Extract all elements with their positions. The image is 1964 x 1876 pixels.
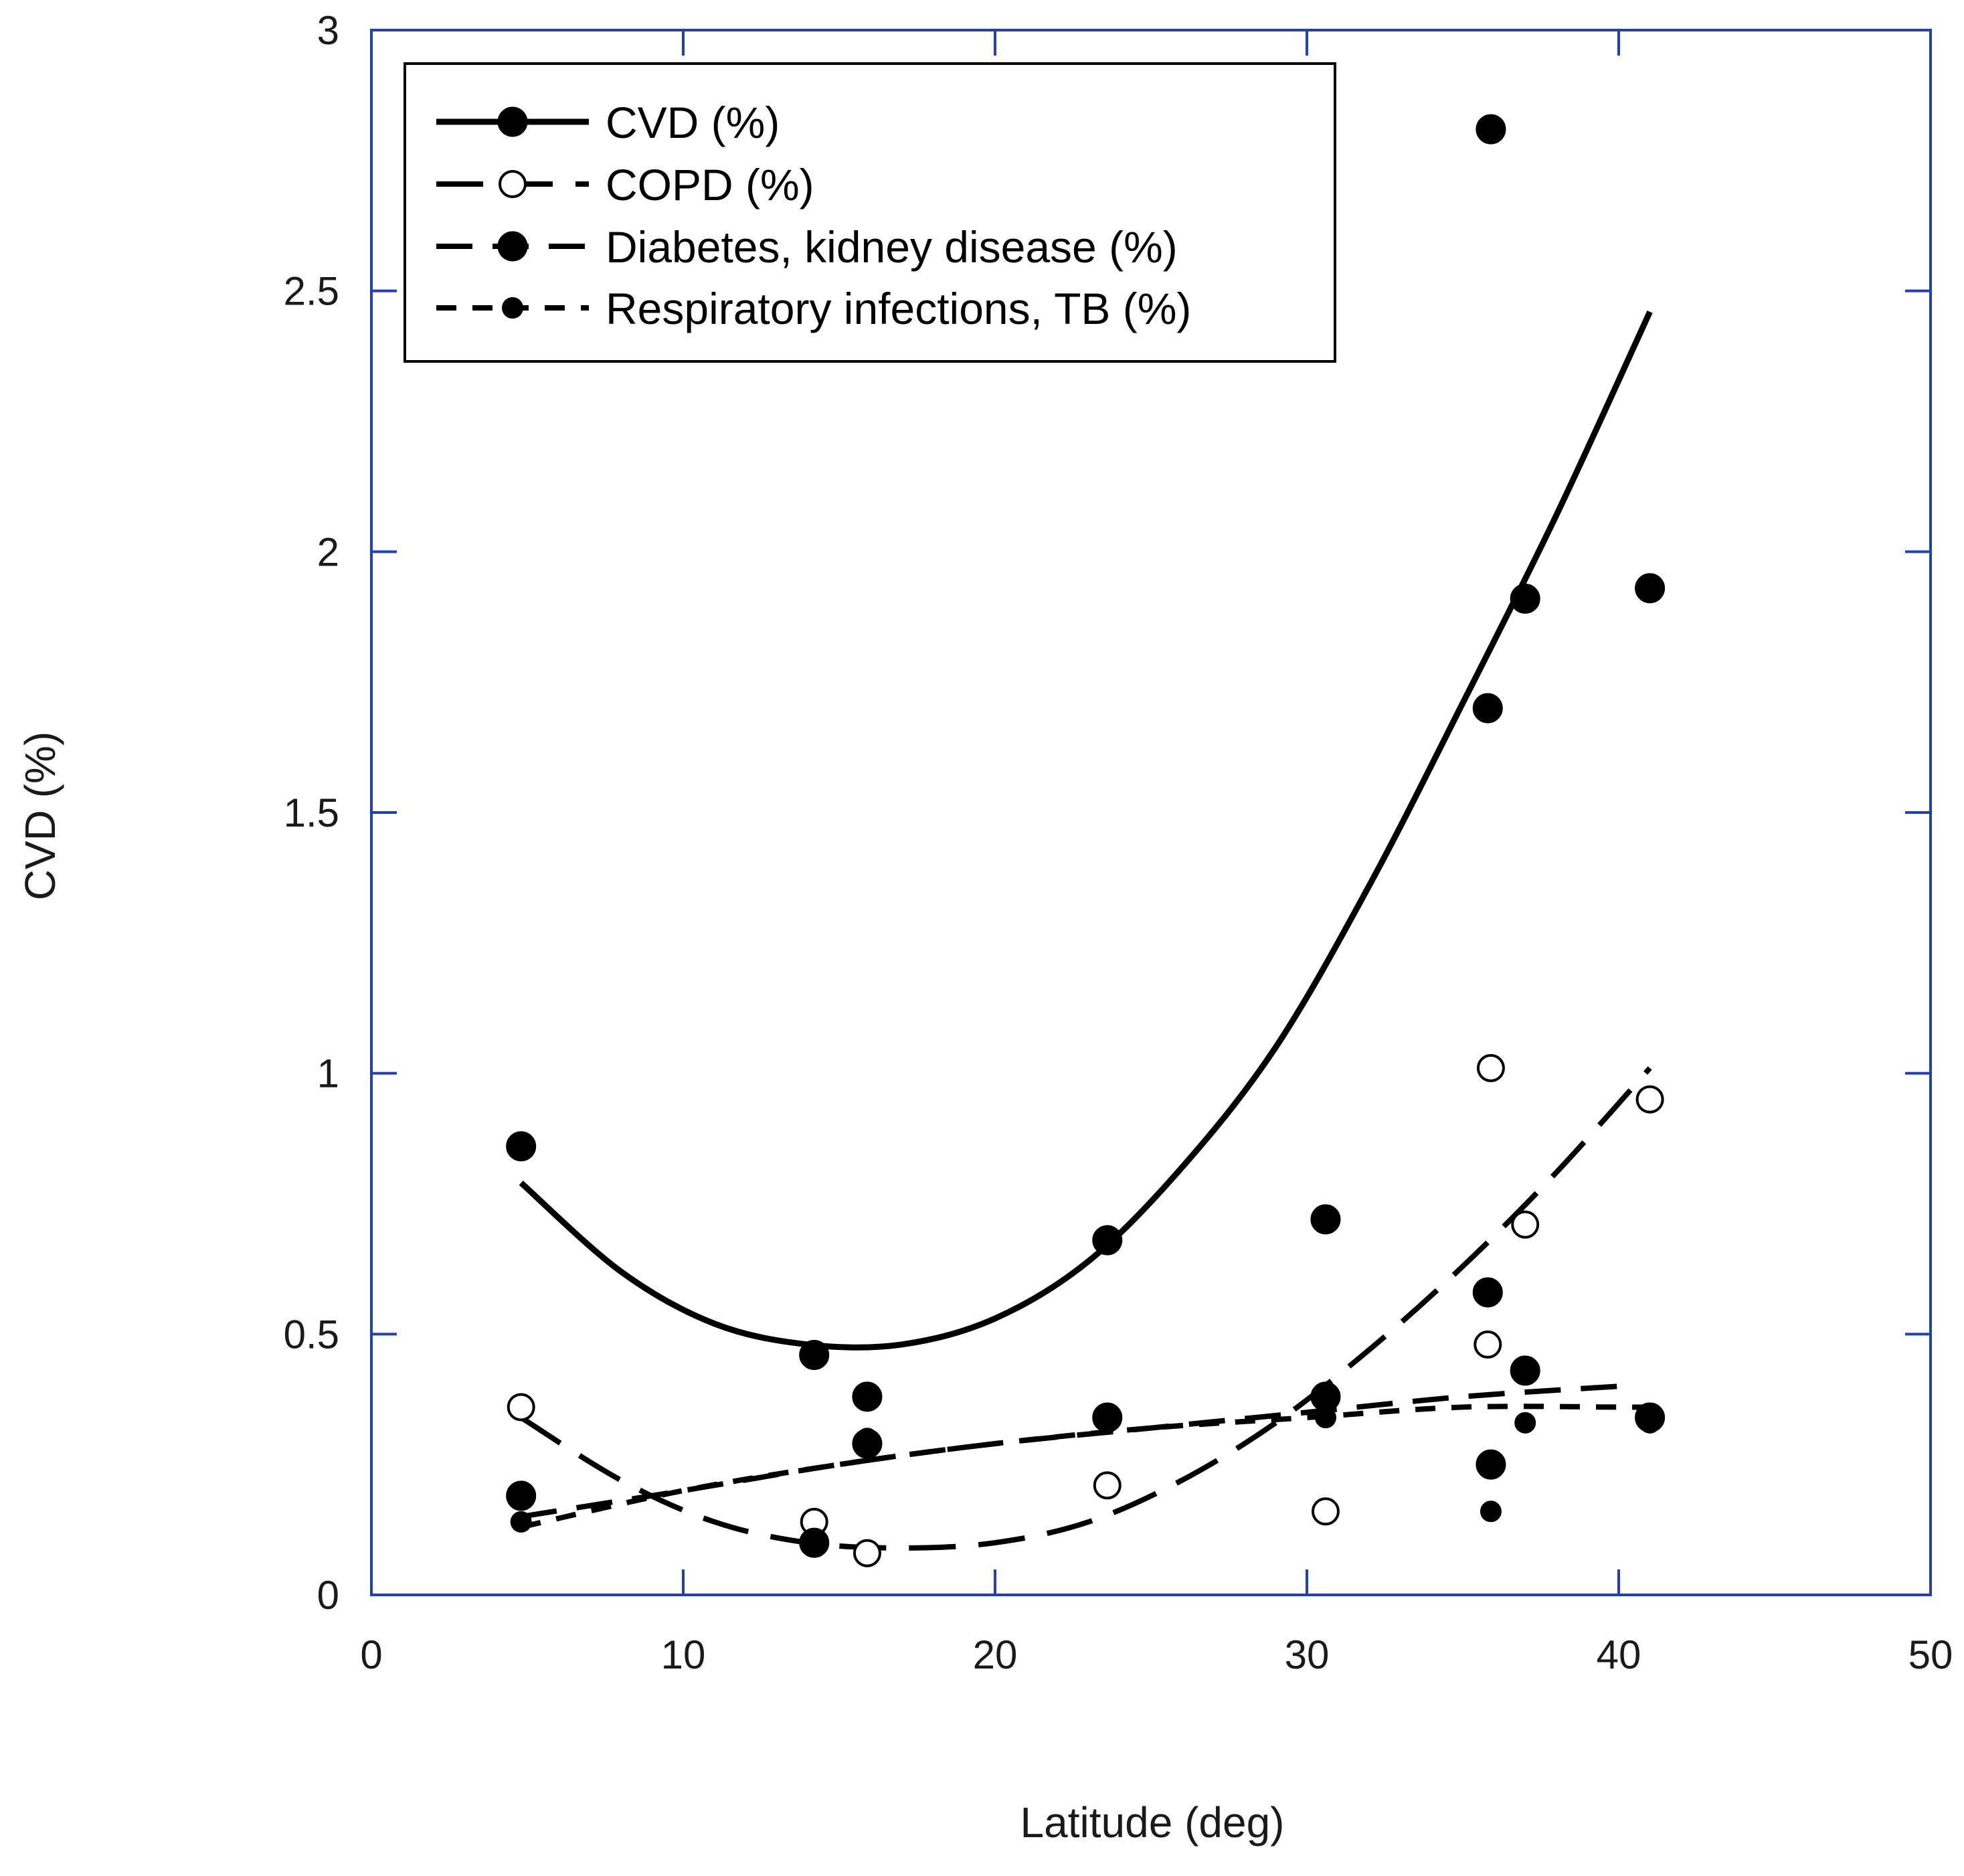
y-tick-label: 1 xyxy=(317,1051,339,1096)
copd-point xyxy=(1311,1497,1340,1526)
diabetes-point xyxy=(1510,1355,1540,1386)
respiratory-point xyxy=(1096,1412,1118,1434)
x-tick-label: 10 xyxy=(661,1632,706,1677)
copd-point xyxy=(1474,1330,1502,1359)
respiratory-point xyxy=(1639,1412,1661,1434)
legend-label-cvd: CVD (%) xyxy=(606,98,780,147)
cvd-point xyxy=(1092,1225,1123,1256)
legend-marker-cvd xyxy=(497,106,528,137)
legend-label-diabetes: Diabetes, kidney disease (%) xyxy=(606,222,1178,272)
legend-box xyxy=(404,62,1336,363)
respiratory-point xyxy=(1514,1412,1536,1434)
copd-point xyxy=(1093,1471,1122,1500)
cvd-fit-line xyxy=(519,310,1653,1351)
legend-item-diabetes: Diabetes, kidney disease (%) xyxy=(436,222,1178,272)
y-tick-label: 0.5 xyxy=(284,1312,339,1357)
legend: CVD (%) COPD (%) Diabetes, kidney disease … xyxy=(404,62,1336,363)
plot-frame xyxy=(370,29,1932,1596)
cvd-point xyxy=(1476,114,1506,145)
y-axis-title: CVD (%) xyxy=(16,732,64,900)
diabetes-point xyxy=(1310,1381,1341,1412)
y-tick-label: 2.5 xyxy=(284,269,339,314)
legend-item-copd: COPD (%) xyxy=(436,160,814,209)
x-tick-label: 0 xyxy=(360,1632,382,1677)
legend-marker-copd xyxy=(499,170,527,198)
copd-point xyxy=(507,1393,535,1422)
legend-item-respiratory: Respiratory infections, TB (%) xyxy=(436,284,1191,333)
cvd-point xyxy=(799,1340,830,1371)
respiratory-point xyxy=(1480,1501,1502,1523)
diabetes-point xyxy=(506,1480,537,1511)
x-tick-label: 20 xyxy=(973,1632,1018,1677)
y-tick-label: 3 xyxy=(317,8,339,53)
x-tick-label: 50 xyxy=(1908,1632,1953,1677)
cvd-point xyxy=(1635,573,1666,604)
cvd-point xyxy=(1472,693,1503,723)
diabetes-point xyxy=(1472,1277,1503,1308)
x-tick-label: 30 xyxy=(1285,1632,1330,1677)
x-axis-title: Latitude (deg) xyxy=(1020,1798,1285,1847)
fit-lines xyxy=(519,310,1653,1551)
data-markers xyxy=(506,114,1666,1567)
cvd-point xyxy=(506,1131,537,1162)
legend-marker-diabetes xyxy=(497,231,528,262)
respiratory-point xyxy=(510,1511,532,1533)
diabetes-point xyxy=(852,1381,883,1412)
cvd-point xyxy=(1510,583,1540,614)
legend-label-copd: COPD (%) xyxy=(606,160,814,209)
y-tick-label: 2 xyxy=(317,529,339,574)
y-tick-label: 0 xyxy=(317,1573,339,1618)
copd-point xyxy=(853,1539,881,1567)
copd-point xyxy=(1476,1053,1505,1082)
x-tick-label: 40 xyxy=(1597,1632,1641,1677)
respiratory-point xyxy=(803,1532,825,1554)
copd-point xyxy=(1635,1085,1664,1114)
copd-point xyxy=(1511,1210,1540,1239)
legend-label-respiratory: Respiratory infections, TB (%) xyxy=(606,284,1191,333)
legend-marker-respiratory xyxy=(502,297,523,319)
respiratory-point xyxy=(1314,1407,1336,1429)
copd-fit-line xyxy=(519,1066,1652,1551)
cvd-point xyxy=(1310,1204,1341,1235)
diabetes-point xyxy=(1476,1449,1506,1480)
tick-labels: 0 10 20 30 40 50 0 0.5 1 1.5 2 2.5 3 xyxy=(284,8,1953,1677)
legend-item-cvd: CVD (%) xyxy=(436,98,780,147)
respiratory-point xyxy=(856,1428,878,1450)
y-tick-label: 1.5 xyxy=(284,790,339,835)
